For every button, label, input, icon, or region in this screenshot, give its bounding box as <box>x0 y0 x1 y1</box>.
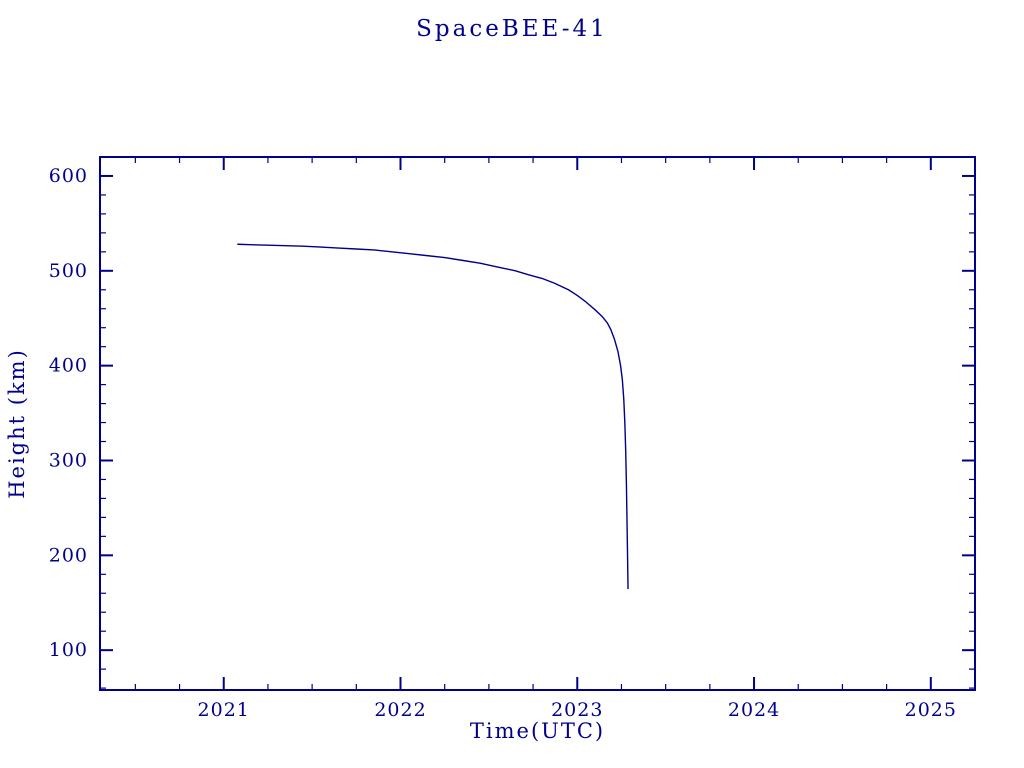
y-tick-label: 600 <box>49 165 88 187</box>
x-tick-label: 2025 <box>905 699 957 721</box>
plot-frame <box>99 156 976 691</box>
y-tick-label: 400 <box>49 355 88 377</box>
x-tick-label: 2023 <box>551 699 603 721</box>
x-axis-label: Time(UTC) <box>470 719 605 743</box>
x-tick-label: 2021 <box>198 699 250 721</box>
y-tick-label: 500 <box>49 260 88 282</box>
x-tick-label: 2022 <box>374 699 426 721</box>
y-axis-label: Height (km) <box>5 348 29 499</box>
height-series-line <box>237 243 629 590</box>
y-tick-label: 200 <box>49 544 88 566</box>
chart-title: SpaceBEE-41 <box>416 16 608 42</box>
y-tick-label: 100 <box>49 639 88 661</box>
x-tick-label: 2024 <box>728 699 780 721</box>
y-tick-label: 300 <box>49 449 88 471</box>
y-tick-labels: 100 200 300 400 500 600 <box>49 165 88 661</box>
series-orbital-height <box>237 243 629 590</box>
x-tick-labels: 2021 2022 2023 2024 2025 <box>198 699 957 721</box>
axis-ticks <box>100 157 975 690</box>
